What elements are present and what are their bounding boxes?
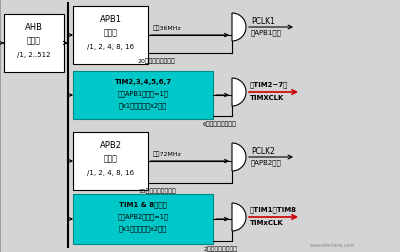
Bar — [73, 194, 213, 244]
Text: /1, 2, 4, 8, 16: /1, 2, 4, 8, 16 — [87, 169, 134, 175]
Text: TIM1 & 8定时器: TIM1 & 8定时器 — [119, 201, 167, 207]
Text: 15个外设时钟使能位: 15个外设时钟使能位 — [138, 187, 176, 193]
Text: 最卫36MHz: 最卫36MHz — [153, 25, 182, 31]
Text: 至TIM2~7的: 至TIM2~7的 — [250, 81, 288, 88]
Text: www.elecfans.com: www.elecfans.com — [310, 242, 355, 247]
Text: 预分频: 预分频 — [27, 36, 41, 45]
Text: 则x1输出，否则x2输出: 则x1输出，否则x2输出 — [119, 225, 167, 231]
Bar — [4, 15, 64, 73]
Text: 20个外设时钟使能位: 20个外设时钟使能位 — [138, 58, 176, 64]
Text: AHB: AHB — [25, 22, 43, 32]
Text: 如果APB1预分频=1，: 如果APB1预分频=1， — [118, 90, 168, 97]
Bar — [73, 133, 148, 190]
Text: 预分频: 预分频 — [104, 28, 118, 37]
Text: 如果APB2预分频=1，: 如果APB2预分频=1， — [118, 213, 168, 219]
Polygon shape — [232, 143, 246, 171]
Bar — [73, 7, 148, 65]
Text: TIMXCLK: TIMXCLK — [250, 94, 284, 101]
Text: PCLK2: PCLK2 — [251, 146, 275, 155]
Polygon shape — [232, 14, 246, 42]
Text: 预分频: 预分频 — [104, 154, 118, 163]
Text: 6个外设时钟使能位: 6个外设时钟使能位 — [203, 121, 237, 126]
Text: PCLK1: PCLK1 — [251, 16, 275, 25]
Text: 至TIM1和TIM8: 至TIM1和TIM8 — [250, 206, 297, 212]
Text: 最大72MHz: 最大72MHz — [153, 151, 182, 156]
Text: /1, 2..512: /1, 2..512 — [17, 52, 51, 58]
Text: 2个外设时钟使能位: 2个外设时钟使能位 — [203, 245, 237, 251]
Bar — [73, 72, 213, 119]
Text: /1, 2, 4, 8, 16: /1, 2, 4, 8, 16 — [87, 44, 134, 50]
Text: APB1: APB1 — [100, 14, 122, 23]
Text: APB2: APB2 — [100, 140, 122, 149]
Text: 至APB2外设: 至APB2外设 — [251, 159, 282, 166]
Polygon shape — [232, 79, 246, 107]
Text: 至APB1外设: 至APB1外设 — [251, 29, 282, 36]
Text: TIM2,3,4,5,6,7: TIM2,3,4,5,6,7 — [114, 79, 172, 85]
Polygon shape — [232, 203, 246, 231]
Text: 则x1输出，否则x2输出: 则x1输出，否则x2输出 — [119, 102, 167, 109]
Text: TIMxCLK: TIMxCLK — [250, 219, 284, 225]
